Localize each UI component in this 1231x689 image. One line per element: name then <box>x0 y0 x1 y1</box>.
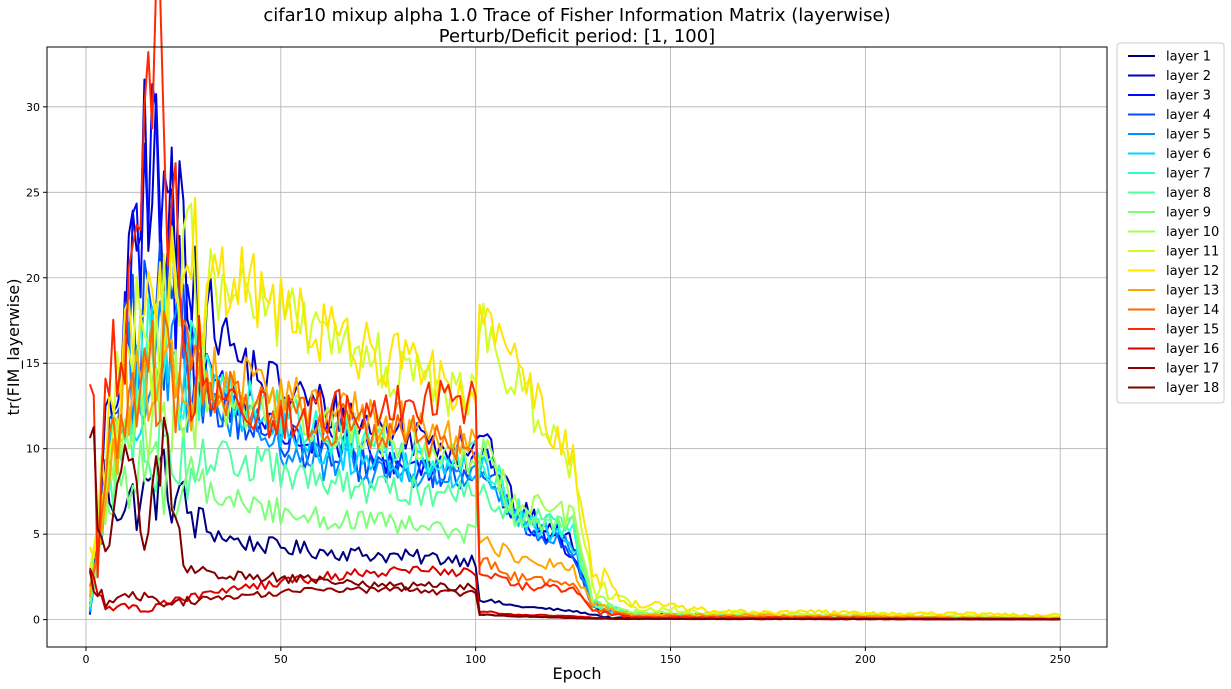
legend-label: layer 11 <box>1166 245 1219 260</box>
series-line <box>88 196 1061 618</box>
y-tick-label: 10 <box>26 443 40 456</box>
legend-label: layer 12 <box>1166 264 1219 279</box>
series-line <box>88 334 1061 620</box>
x-axis-label: Epoch <box>553 664 602 683</box>
y-tick-label: 5 <box>33 528 40 541</box>
series-lines <box>88 0 1061 621</box>
legend-label: layer 15 <box>1166 323 1219 338</box>
x-tick-label: 100 <box>465 653 486 666</box>
chart-title: cifar10 mixup alpha 1.0 Trace of Fisher … <box>263 5 890 26</box>
y-tick-label: 25 <box>26 186 40 199</box>
y-tick-label: 15 <box>26 357 40 370</box>
y-tick-label: 20 <box>26 272 40 285</box>
legend-label: layer 14 <box>1166 303 1219 318</box>
legend-label: layer 17 <box>1166 362 1219 377</box>
legend-label: layer 13 <box>1166 284 1219 299</box>
x-tick-label: 0 <box>82 653 89 666</box>
legend-label: layer 3 <box>1166 89 1211 104</box>
y-tick-label: 30 <box>26 101 40 114</box>
x-tick-label: 150 <box>660 653 681 666</box>
axis-ticks: 0 50 100 150 200 250 0 5 10 15 20 25 30 <box>26 101 1071 666</box>
legend-label: layer 7 <box>1166 167 1211 182</box>
legend-label: layer 8 <box>1166 186 1211 201</box>
x-tick-label: 200 <box>855 653 876 666</box>
series-line <box>88 242 1061 620</box>
legend-label: layer 2 <box>1166 69 1211 84</box>
legend-label: layer 16 <box>1166 342 1219 357</box>
legend-label: layer 4 <box>1166 108 1211 123</box>
y-tick-label: 0 <box>33 614 40 627</box>
legend-label: layer 10 <box>1166 225 1219 240</box>
plot-frame <box>46 46 1108 648</box>
chart-subtitle: Perturb/Deficit period: [1, 100] <box>439 26 715 47</box>
series-line <box>88 416 1061 621</box>
legend-label: layer 5 <box>1166 128 1211 143</box>
x-tick-label: 50 <box>274 653 288 666</box>
x-tick-label: 250 <box>1050 653 1071 666</box>
y-axis-label: tr(FIM_layerwise) <box>4 279 24 416</box>
legend-label: layer 9 <box>1166 206 1211 221</box>
legend: layer 1 layer 2 layer 3 layer 4 layer 5 layer… <box>1116 42 1225 404</box>
legend-label: layer 18 <box>1166 381 1219 396</box>
series-line <box>88 0 1061 620</box>
legend-label: layer 1 <box>1166 50 1211 65</box>
legend-label: layer 6 <box>1166 147 1211 162</box>
